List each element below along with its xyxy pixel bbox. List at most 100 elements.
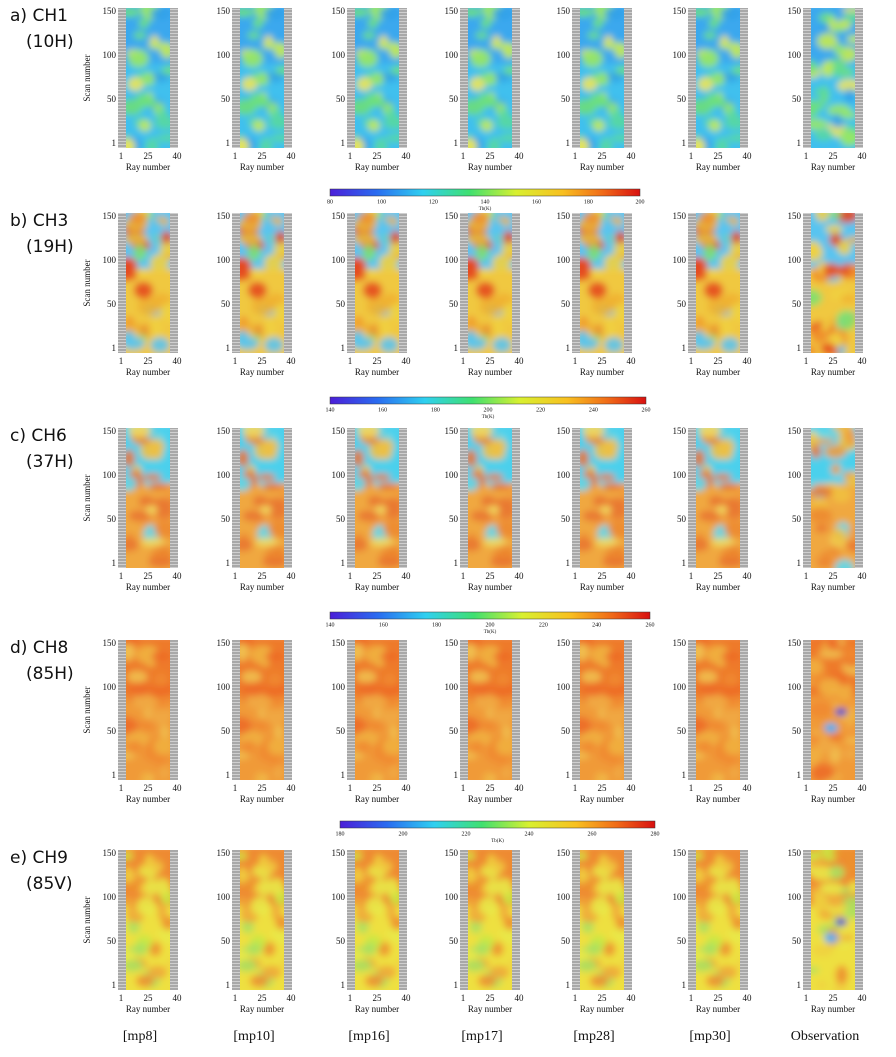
heatmap-blob	[599, 877, 611, 897]
heatmap-blob	[695, 258, 707, 273]
heatmap-blob	[150, 337, 170, 353]
heatmap-blob	[840, 294, 856, 303]
heatmap-blob	[356, 740, 372, 753]
heatmap-field	[467, 8, 513, 148]
y-tick-label: 150	[788, 848, 802, 858]
scan-edge	[803, 8, 811, 148]
y-axis-label: Scan number	[82, 686, 92, 733]
y-tick-label: 150	[332, 211, 346, 221]
heatmap-blob	[843, 747, 856, 760]
heatmap-blob	[721, 652, 741, 662]
x-axis-label: Ray number	[696, 582, 740, 592]
scan-edge	[572, 428, 580, 568]
heatmap-field	[125, 428, 171, 568]
x-tick-label: 1	[573, 356, 578, 366]
heatmap-blob	[475, 281, 496, 299]
x-axis-label: Ray number	[580, 1004, 624, 1014]
heatmap-blob	[613, 242, 625, 255]
heatmap-blob	[590, 719, 610, 732]
heatmap-blob	[374, 432, 395, 440]
heatmap-blob	[159, 763, 170, 780]
scan-edge	[118, 8, 126, 148]
heatmap	[467, 850, 513, 990]
heatmap-blob	[821, 60, 835, 78]
y-tick-label: 50	[336, 94, 346, 104]
x-tick-label: 40	[743, 151, 753, 161]
heatmap-blob	[362, 244, 376, 261]
scan-edge	[118, 850, 126, 990]
heatmap-blob	[128, 428, 151, 438]
heatmap-blob	[586, 695, 612, 711]
heatmap-blob	[705, 974, 725, 988]
heatmap-blob	[715, 432, 736, 440]
heatmap-blob	[354, 538, 368, 552]
heatmap-blob	[835, 310, 856, 331]
heatmap-field	[125, 213, 171, 353]
heatmap-blob	[810, 734, 820, 743]
heatmap-blob	[377, 707, 400, 724]
y-tick-label: 1	[682, 770, 687, 780]
y-tick-label: 1	[454, 558, 459, 568]
heatmap-blob	[495, 737, 513, 756]
heatmap-blob	[365, 719, 385, 732]
heatmap-blob	[697, 77, 714, 92]
heatmap-blob	[824, 723, 838, 733]
heatmap-blob	[125, 269, 138, 282]
x-tick-label: 40	[858, 783, 868, 793]
heatmap-blob	[259, 137, 273, 148]
heatmap-blob	[837, 18, 852, 31]
y-tick-label: 50	[677, 514, 687, 524]
x-tick-label: 1	[804, 783, 809, 793]
heatmap-blob	[271, 903, 281, 922]
heatmap-blob	[579, 330, 591, 345]
heatmap	[579, 640, 625, 780]
heatmap-blob	[132, 695, 158, 711]
heatmap-blob	[377, 482, 397, 491]
heatmap-blob	[357, 682, 380, 696]
colorbar-tick-label: 140	[481, 199, 490, 205]
scan-edge	[572, 850, 580, 990]
x-tick-label: 1	[689, 783, 694, 793]
heatmap-blob	[595, 537, 619, 547]
heatmap-blob	[252, 120, 266, 132]
heatmap-blob	[263, 253, 284, 273]
heatmap-blob	[239, 950, 250, 961]
heatmap-blob	[374, 505, 387, 514]
x-axis-label: Ray number	[811, 367, 855, 377]
heatmap-blob	[491, 253, 512, 273]
heatmap-blob	[368, 97, 386, 108]
heatmap-blob	[613, 302, 625, 323]
heatmap-blob	[262, 42, 282, 50]
heatmap-blob	[125, 449, 136, 468]
heatmap-blob	[712, 473, 732, 481]
x-tick-label: 25	[144, 993, 154, 1003]
heatmap	[810, 428, 856, 568]
heatmap-blob	[579, 475, 592, 492]
heatmap-blob	[161, 65, 171, 75]
heatmap-blob	[355, 670, 377, 684]
heatmap-blob	[388, 763, 399, 780]
heatmap-blob	[383, 673, 397, 687]
heatmap-blob	[813, 87, 828, 96]
y-tick-label: 50	[677, 726, 687, 736]
scan-edge	[170, 850, 178, 990]
heatmap-blob	[597, 863, 618, 871]
heatmap-blob	[589, 974, 609, 988]
y-tick-label: 1	[226, 770, 231, 780]
y-tick-label: 50	[221, 726, 231, 736]
heatmap-blob	[354, 881, 371, 892]
heatmap-blob	[475, 244, 489, 261]
x-tick-label: 25	[258, 356, 268, 366]
heatmap-blob	[709, 97, 727, 108]
heatmap-blob	[491, 941, 504, 957]
heatmap-blob	[273, 242, 285, 255]
colorbar	[329, 396, 647, 405]
scan-edge	[460, 8, 468, 148]
heatmap-blob	[138, 18, 150, 29]
heatmap-blob	[156, 133, 171, 143]
heatmap-blob	[154, 673, 168, 687]
scan-edge	[170, 428, 178, 568]
heatmap	[125, 428, 171, 568]
heatmap-blob	[138, 120, 152, 132]
heatmap-blob	[470, 682, 493, 696]
